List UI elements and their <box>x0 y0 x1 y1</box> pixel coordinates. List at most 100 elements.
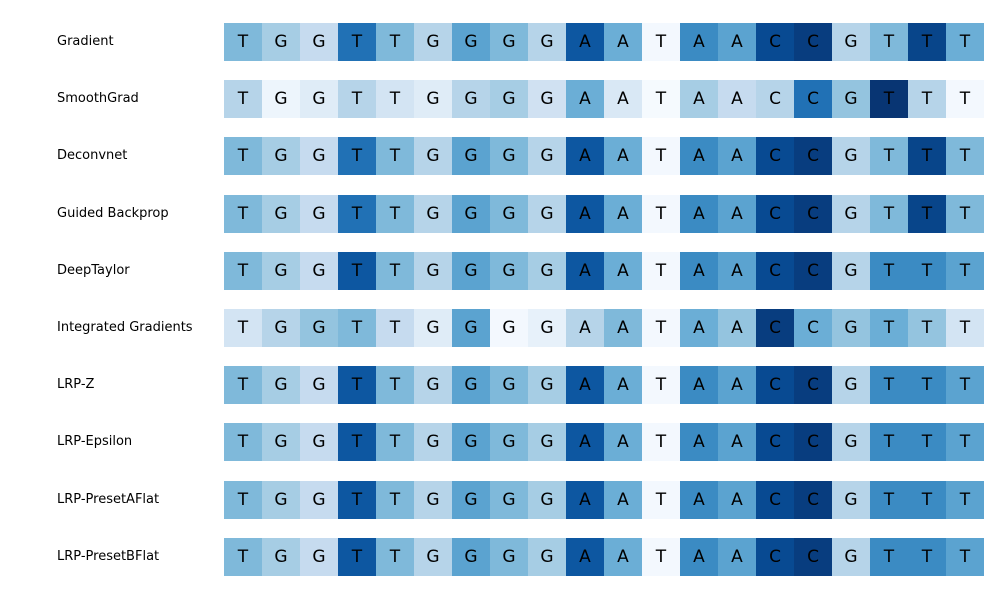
heatmap-cell: A <box>718 423 756 462</box>
heatmap-cell: C <box>756 80 794 119</box>
heatmap-cell: G <box>528 80 566 119</box>
heatmap-cell: A <box>604 194 642 233</box>
heatmap-cell: A <box>604 80 642 119</box>
heatmap-cell: T <box>908 80 946 119</box>
heatmap-cell: T <box>908 537 946 576</box>
heatmap-cell: T <box>338 309 376 347</box>
heatmap-cell: G <box>300 251 338 290</box>
heatmap-cell: T <box>376 537 414 576</box>
heatmap-cell: G <box>832 423 870 462</box>
heatmap-cell: G <box>300 309 338 347</box>
row-label: DeepTaylor <box>57 262 130 278</box>
heatmap-cell: C <box>756 23 794 61</box>
heatmap-cell: T <box>224 251 262 290</box>
heatmap-cell: G <box>414 194 452 233</box>
heatmap-cell: T <box>946 251 984 290</box>
heatmap-cell: T <box>376 194 414 233</box>
heatmap-cell: C <box>756 423 794 462</box>
heatmap-cell: G <box>414 480 452 519</box>
heatmap-cell: C <box>794 309 832 347</box>
heatmap-cell: A <box>604 251 642 290</box>
heatmap-cell: T <box>376 309 414 347</box>
heatmap-cell: A <box>718 366 756 405</box>
heatmap-cell: G <box>414 423 452 462</box>
row-label: LRP-Z <box>57 377 95 393</box>
heatmap-cell: A <box>680 480 718 519</box>
heatmap-cell: G <box>300 137 338 176</box>
heatmap-cell: G <box>262 423 300 462</box>
heatmap-cell: G <box>414 23 452 61</box>
heatmap-cell: T <box>642 80 680 119</box>
row-label: Integrated Gradients <box>57 320 193 335</box>
heatmap-cell: G <box>490 537 528 576</box>
heatmap-cell: T <box>870 137 908 176</box>
heatmap-cell: G <box>832 309 870 347</box>
heatmap-cell: T <box>642 137 680 176</box>
heatmap-cell: T <box>376 366 414 405</box>
heatmap-cell: T <box>338 194 376 233</box>
heatmap-cell: G <box>300 80 338 119</box>
heatmap-cell: G <box>262 366 300 405</box>
heatmap-cell: T <box>338 366 376 405</box>
heatmap-cell: C <box>794 137 832 176</box>
heatmap-cell: C <box>756 366 794 405</box>
heatmap-cell: A <box>566 366 604 405</box>
heatmap-cell: G <box>490 251 528 290</box>
heatmap-cell: G <box>528 309 566 347</box>
heatmap-cell: A <box>604 23 642 61</box>
row-label: LRP-PresetAFlat <box>57 491 160 507</box>
heatmap-cell: T <box>946 366 984 405</box>
heatmap-cell: G <box>262 251 300 290</box>
heatmap-cell: G <box>832 366 870 405</box>
heatmap-cell: T <box>870 194 908 233</box>
heatmap-cell: T <box>642 537 680 576</box>
heatmap-cell: A <box>566 480 604 519</box>
heatmap-cell: G <box>528 537 566 576</box>
heatmap-cell: A <box>566 423 604 462</box>
heatmap-cell: T <box>946 194 984 233</box>
heatmap-cell: T <box>870 309 908 347</box>
heatmap-cell: A <box>566 194 604 233</box>
heatmap-cell: G <box>528 366 566 405</box>
heatmap-cell: A <box>680 194 718 233</box>
heatmap-cell: G <box>414 366 452 405</box>
heatmap-cell: T <box>338 423 376 462</box>
heatmap-cell: G <box>490 80 528 119</box>
heatmap-cell: G <box>452 251 490 290</box>
heatmap-cell: G <box>452 309 490 347</box>
heatmap-cell: C <box>756 480 794 519</box>
heatmap-cell: G <box>300 423 338 462</box>
heatmap-cell: C <box>794 423 832 462</box>
heatmap-cell: G <box>452 23 490 61</box>
heatmap-cell: G <box>414 537 452 576</box>
heatmap-cell: G <box>300 537 338 576</box>
row-label: SmoothGrad <box>57 91 139 107</box>
heatmap-cell: C <box>756 251 794 290</box>
heatmap-cell: A <box>680 423 718 462</box>
heatmap-cell: T <box>642 423 680 462</box>
heatmap-cell: A <box>566 80 604 119</box>
row-label: Deconvnet <box>57 148 128 164</box>
heatmap-cell: A <box>718 137 756 176</box>
heatmap-cell: G <box>832 23 870 61</box>
heatmap-cell: T <box>946 137 984 176</box>
heatmap-cell: T <box>870 80 908 119</box>
heatmap-cell: T <box>224 480 262 519</box>
heatmap-cell: A <box>680 309 718 347</box>
heatmap-cell: T <box>338 80 376 119</box>
heatmap-cell: A <box>718 537 756 576</box>
row-label: Guided Backprop <box>57 205 169 221</box>
heatmap-cell: T <box>946 309 984 347</box>
heatmap-cell: A <box>566 251 604 290</box>
heatmap-cell: A <box>604 480 642 519</box>
heatmap-cell: A <box>718 23 756 61</box>
heatmap-cell: T <box>224 537 262 576</box>
heatmap-cell: C <box>794 366 832 405</box>
heatmap-cell: G <box>414 251 452 290</box>
heatmap-cell: C <box>756 194 794 233</box>
heatmap-cell: A <box>566 23 604 61</box>
heatmap-cell: G <box>452 423 490 462</box>
heatmap-cell: T <box>642 251 680 290</box>
heatmap-cell: A <box>680 366 718 405</box>
heatmap-cell: A <box>680 537 718 576</box>
